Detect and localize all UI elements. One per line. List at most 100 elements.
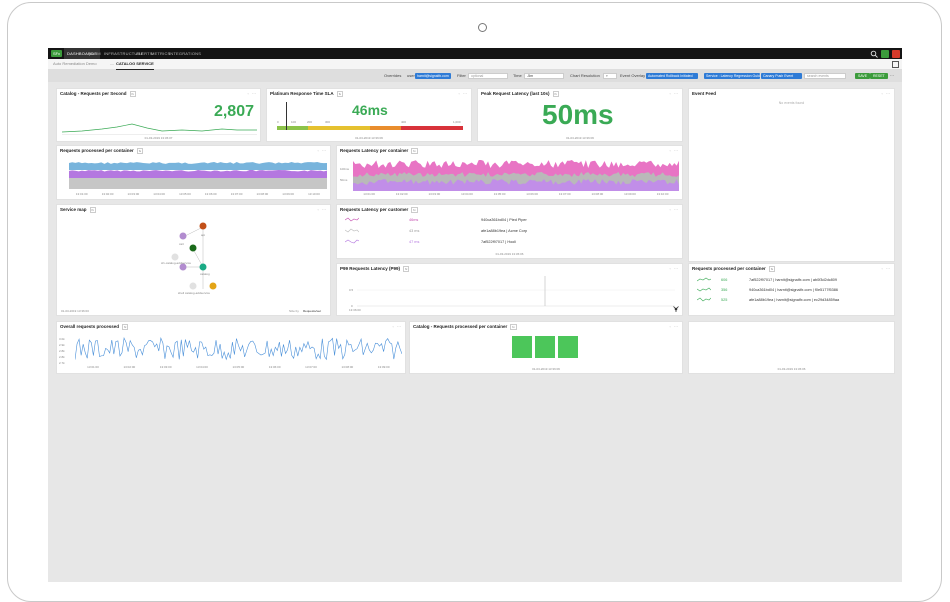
panel-peak-latency: Peak Request Latency (last 10s) fx ◦ ⋯ 50… (477, 88, 683, 142)
panel-menu-icon[interactable]: ◦ ⋯ (669, 324, 679, 329)
panel-requests-per-second: Catalog - Requests per Second fx ◦ ⋯ 2,80… (56, 88, 261, 142)
service-node[interactable] (189, 244, 197, 252)
service-node[interactable] (209, 282, 217, 290)
timestamp: 01-03-2019 13:36:06 (355, 136, 383, 140)
event-chip-latency[interactable]: Service : Latency Regression Guided (704, 73, 760, 79)
size-by-select[interactable]: Requests/sec (303, 309, 322, 313)
container-tile[interactable] (535, 336, 555, 358)
node-label: cart (179, 242, 185, 246)
timestamp: 01-03-2019 13:36:06 (777, 367, 806, 371)
timestamp: 01-03-2019 13:36:06 (532, 367, 560, 371)
panel-p99-latency: P99 Requests Latency (P99) fx ◦ ⋯ 0.5 0 1… (336, 263, 683, 316)
service-node[interactable] (189, 282, 197, 290)
latency-value: 47 ms (409, 240, 420, 244)
size-by-label: Size by (289, 309, 299, 313)
panel-title: Catalog - Requests per Second fx (60, 91, 136, 97)
requests-value: 525 (721, 298, 728, 302)
panel-title: Requests processed per container fx (60, 148, 144, 154)
service-node[interactable] (171, 253, 179, 261)
sla-tick: 1,000 (453, 120, 461, 124)
sparkline (345, 239, 359, 244)
requests-value: 356 (721, 288, 728, 292)
panel-requests-processed-per-container: Requests processed per container fx ◦ ⋯ 1… (56, 145, 331, 200)
nav-alerts[interactable]: ALERTS (136, 51, 153, 56)
panel-toggle-icon[interactable] (892, 61, 899, 68)
panel-menu-icon[interactable]: ◦ ⋯ (392, 324, 402, 329)
time-tick: 13:04:00 (153, 192, 165, 196)
reset-button[interactable]: RESET (870, 73, 888, 79)
time-axis: 13:01:00 13:02:00 13:03:00 13:04:00 13:05:00… (75, 365, 402, 370)
search-icon[interactable] (870, 50, 878, 58)
panel-menu-icon[interactable]: ◦ ⋯ (881, 266, 891, 271)
nav-infrastructure[interactable]: INFRASTRUCTURE (104, 51, 144, 56)
dashboard-screen: SFx DASHBOARDS µAPM INFRASTRUCTURE ALERT… (48, 48, 902, 582)
dashboard-tabs: Auto Remediation Demo — CATALOG SERVICE (48, 59, 902, 70)
event-chip-rollback[interactable]: Automated Rollback Initiated (646, 73, 698, 79)
panel-menu-icon[interactable]: ◦ ⋯ (881, 91, 891, 96)
y-tick: 100ms (340, 167, 350, 171)
sparkline (697, 277, 711, 282)
panel-menu-icon[interactable]: ◦ ⋯ (669, 266, 679, 271)
timestamp: 01-03-2019 13:36:07 (144, 136, 173, 140)
top-navigation: SFx DASHBOARDS µAPM INFRASTRUCTURE ALERT… (48, 48, 902, 59)
service-node[interactable] (179, 263, 187, 271)
panel-menu-icon[interactable]: ◦ ⋯ (669, 91, 679, 96)
node-label: api (201, 233, 206, 237)
nav-dashboards[interactable]: DASHBOARDS (64, 48, 101, 59)
time-tick: 13:03:00 (159, 365, 172, 369)
time-tick: 13:10:00 (308, 192, 320, 196)
save-button[interactable]: SAVE (855, 73, 871, 79)
node-label: sfx-catalog-addservice (160, 261, 191, 265)
timestamp: 01-03-2019 13:36:06 (566, 136, 594, 140)
panel-menu-icon[interactable]: ◦ ⋯ (317, 148, 327, 153)
stacked-area-chart (69, 162, 327, 189)
filter-input[interactable]: optional (468, 73, 508, 79)
panel-menu-icon[interactable]: ◦ ⋯ (669, 207, 679, 212)
container-tile[interactable] (512, 336, 532, 358)
panel-service-map: Service map fx ◦ ⋯ api cart catalog sfx-c… (56, 204, 331, 316)
add-icon[interactable] (881, 49, 889, 58)
user-avatar[interactable] (892, 49, 900, 58)
time-tick: 13:08:00 (256, 192, 269, 196)
nav-metrics[interactable]: METRICS (151, 51, 171, 56)
chart-resolution-select[interactable]: ▾ (603, 73, 617, 79)
service-map-graph (171, 222, 217, 290)
time-label: Time (513, 73, 522, 78)
nav-apm[interactable]: µAPM (89, 51, 101, 56)
search-events-input[interactable]: search events (804, 73, 846, 79)
more-options-icon[interactable]: ⋯ (890, 73, 894, 78)
panel-requests-latency-per-container: Requests Latency per container fx ◦ ⋯ 100… (336, 145, 683, 200)
time-tick: 13:04:00 (196, 365, 208, 369)
dashboard-group-link[interactable]: Auto Remediation Demo (53, 61, 97, 66)
panel-catalog-per-container: Catalog - Requests processed per contain… (409, 321, 683, 374)
panel-menu-icon[interactable]: ◦ ⋯ (247, 91, 257, 96)
service-node[interactable] (179, 232, 187, 240)
panel-menu-icon[interactable]: ◦ ⋯ (458, 91, 468, 96)
node-label: catalog (200, 272, 210, 276)
time-tick: 13:01:00 (363, 192, 375, 196)
panel-empty-timestamp: 01-03-2019 13:36:06 (688, 321, 895, 374)
service-node[interactable] (199, 263, 207, 271)
timestamp: 01-03-2019 13:36:00 (61, 309, 89, 313)
nav-integrations[interactable]: INTEGRATIONS (169, 51, 202, 56)
y-tick: 2.8k (59, 355, 65, 359)
user-filter-chip[interactable]: harnit@signalfx.com (415, 73, 451, 79)
panel-latency-per-customer: Requests Latency per customer fx ◦ ⋯ 46ms… (336, 204, 683, 259)
service-node[interactable] (199, 222, 207, 230)
panel-menu-icon[interactable]: ◦ ⋯ (669, 148, 679, 153)
panel-title: Requests Latency per container fx (340, 148, 418, 154)
panel-menu-icon[interactable]: ◦ ⋯ (317, 207, 327, 212)
time-input[interactable]: -5m (524, 73, 564, 79)
sparkline (697, 287, 711, 292)
hierarchy-icon[interactable] (673, 306, 679, 312)
signalfx-logo[interactable]: SFx (51, 50, 62, 57)
filter-bar: Overrides user harnit@signalfx.com Filte… (48, 70, 902, 82)
tab-catalog-service[interactable]: CATALOG SERVICE (116, 59, 154, 70)
event-chip-canary[interactable]: Canary Push Event (761, 73, 802, 79)
sla-tick: 400 (401, 120, 407, 124)
y-tick: 50ms (340, 178, 348, 182)
time-tick: 13:03:00 (127, 192, 140, 196)
y-tick: 3.0k (59, 337, 65, 341)
latency-value: 43 ms (409, 229, 420, 233)
container-tile[interactable] (558, 336, 578, 358)
